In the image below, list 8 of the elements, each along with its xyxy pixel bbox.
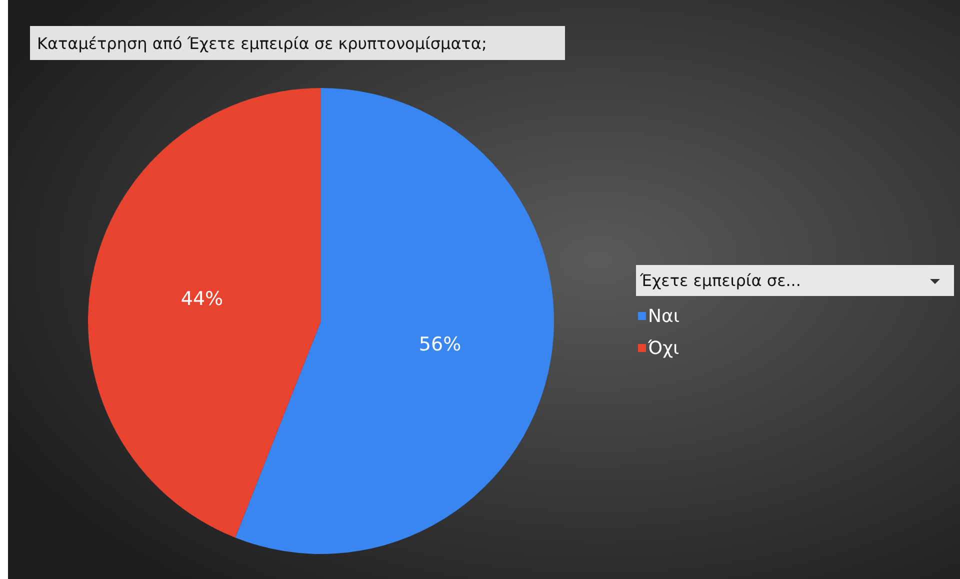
- legend-label: Ναι: [648, 306, 680, 327]
- data-label: 44%: [180, 288, 224, 310]
- pie-slice: [235, 88, 554, 554]
- data-label: 56%: [418, 333, 462, 356]
- legend-label: Όχι: [647, 338, 680, 359]
- pie-slice: [88, 88, 321, 538]
- legend-title: Έχετε εμπειρία σε...: [639, 271, 801, 290]
- chart-title: Καταμέτρηση από Έχετε εμπειρία σε κρυπτονομίσματα;: [37, 34, 487, 53]
